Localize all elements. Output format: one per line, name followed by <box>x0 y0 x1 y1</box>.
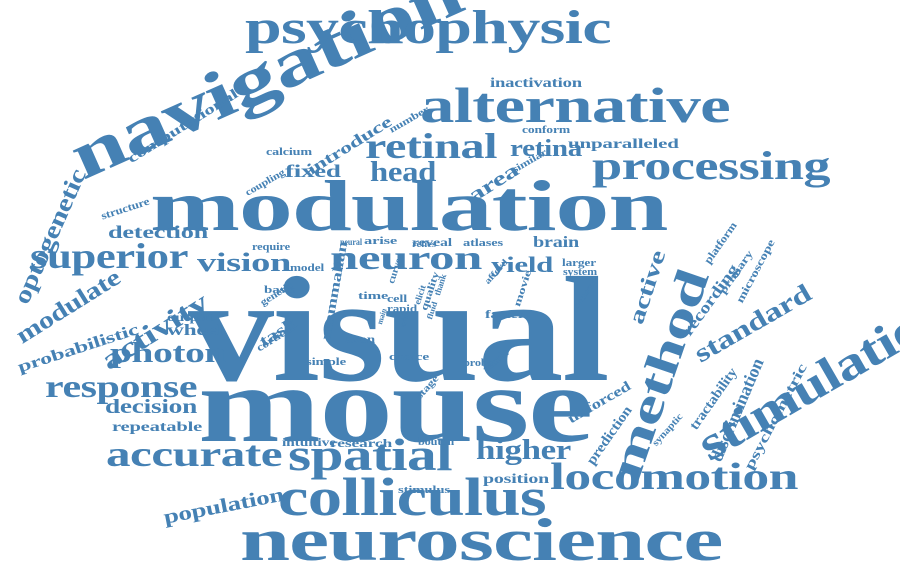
word-conform: conform <box>522 125 570 136</box>
word-structure: structure <box>100 197 151 223</box>
word-psychophysic: psychophysic <box>245 4 611 52</box>
word-probe: probe <box>463 358 493 369</box>
word-position: position <box>483 473 549 487</box>
word-time: time <box>358 291 388 302</box>
word-vision: vision <box>197 250 291 276</box>
word-neuron: neuron <box>330 242 482 276</box>
word-wheel: wheel <box>167 323 223 339</box>
word-higher: higher <box>476 437 571 465</box>
word-detection: detection <box>108 223 208 241</box>
word-calcium: calcium <box>266 148 312 158</box>
word-brain: brain <box>533 235 579 251</box>
word-atlases: atlases <box>463 238 503 249</box>
word-choice: choice <box>389 352 429 363</box>
word-require: require <box>252 243 290 253</box>
word-arise: arise <box>364 236 397 247</box>
word-repeatable: repeatable <box>112 421 202 435</box>
word-model: model <box>290 264 324 274</box>
word-unparalleled: unparalleled <box>568 138 679 152</box>
word-locomotion: locomotion <box>550 458 798 496</box>
word-decision: decision <box>105 397 197 417</box>
word-axon: axon <box>345 333 375 345</box>
word-fixed: fixed <box>285 162 341 180</box>
word-research: research <box>330 437 392 449</box>
word-platform: platform <box>703 221 740 267</box>
word-system: system <box>563 268 597 278</box>
word-simple: simple <box>306 357 346 368</box>
word-intuitive: intuitive <box>282 436 336 448</box>
word-relies: relies <box>412 240 436 249</box>
word-inactivation: inactivation <box>490 77 582 91</box>
word-stimulus: stimulus <box>398 485 450 496</box>
word-accurate: accurate <box>106 436 282 472</box>
word-method: method <box>602 264 717 485</box>
word-head: head <box>370 159 436 187</box>
word-neural: neural <box>340 238 362 247</box>
word-output: output <box>167 311 213 323</box>
word-processing: processing <box>592 146 830 186</box>
word-faster: faster <box>485 308 525 320</box>
word-bouton: bouton <box>418 437 454 448</box>
